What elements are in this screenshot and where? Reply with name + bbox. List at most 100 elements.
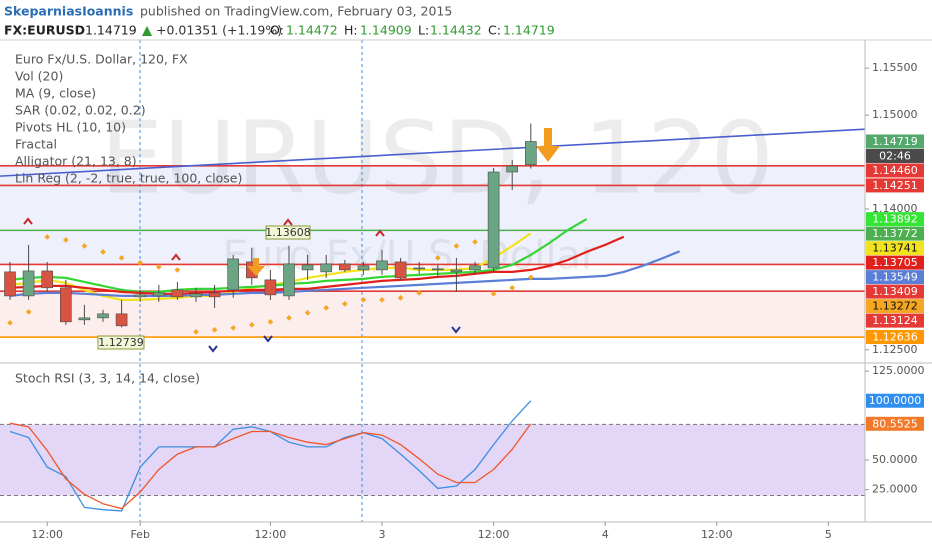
ohlc-value: 1.14472 (286, 23, 338, 38)
price-label-box (866, 178, 924, 193)
sar-dot (193, 329, 199, 335)
band (0, 424, 865, 496)
legend-title: Euro Fx/U.S. Dollar, 120, FX (15, 52, 188, 67)
sar-dot (397, 295, 404, 301)
x-tick-label: 12:00 (478, 528, 510, 541)
change: +0.01351 (+1.19%) (156, 23, 282, 38)
y-tick-label: 125.0000 (872, 364, 925, 377)
sar-dot (472, 239, 478, 245)
pane-title: Stoch RSI (3, 3, 14, 14, close) (15, 371, 200, 386)
price-label: 100.0000 (869, 394, 922, 407)
ohlc-label: L: (418, 23, 429, 38)
price-label: 1.14251 (872, 179, 918, 192)
x-tick-label: 5 (825, 528, 832, 541)
annotation: 1.13608 (265, 226, 311, 239)
author[interactable]: SkeparniasIoannis (4, 4, 133, 19)
price-label-box (866, 226, 924, 241)
ohlc-value: 1.14719 (503, 23, 555, 38)
candle-body (283, 263, 295, 297)
price-label: 1.14460 (872, 164, 918, 177)
price-label-box (866, 270, 924, 285)
sar-dot (62, 237, 69, 243)
sar-dot (416, 290, 423, 296)
price-label: 1.13892 (872, 213, 918, 226)
price-label: 1.13272 (872, 300, 918, 313)
candle-body (134, 294, 146, 298)
price-label-box (866, 393, 924, 408)
backgrounds (0, 165, 865, 496)
sar-dot (323, 305, 330, 311)
price-label: 80.5525 (872, 417, 918, 430)
y-tick-label: 25.0000 (872, 483, 918, 496)
price-label: 1.13705 (872, 256, 918, 269)
stoch-line (9, 422, 532, 510)
fractal-up (283, 218, 293, 226)
candle-body (394, 261, 407, 279)
price-label: 1.13549 (872, 271, 918, 284)
price-label: 1.13409 (872, 285, 918, 298)
y-tick-label: 1.15500 (872, 61, 918, 74)
price-label-box (866, 416, 924, 431)
fractal-down (208, 345, 218, 353)
zone (0, 165, 865, 265)
watermark-sub: Euro Fx/U.S. Dollar (223, 233, 598, 279)
candle-body (450, 269, 463, 273)
candle-body (487, 171, 500, 269)
ohlc-label: O: (270, 23, 284, 38)
sar-dot (341, 301, 348, 307)
sar-dot (304, 309, 311, 316)
x-tick-label: 4 (602, 528, 609, 541)
candle-body (227, 258, 239, 291)
candle-body (469, 265, 481, 271)
sar-dot (267, 318, 274, 325)
price-label-box (866, 163, 924, 178)
up-triangle (142, 26, 152, 36)
lin-reg (0, 128, 866, 177)
candle-body (357, 265, 370, 271)
candle-body (524, 141, 537, 165)
x-tick-label: 3 (379, 528, 386, 541)
candle-body (506, 165, 519, 173)
candle-body (208, 292, 221, 298)
candle-body (264, 279, 277, 296)
sar-dot (25, 309, 32, 315)
candle-body (97, 313, 109, 319)
ohlc-label: H: (344, 23, 358, 38)
countdown-box (866, 148, 924, 163)
sar-dot (286, 315, 292, 321)
price-label: 1.13772 (872, 227, 918, 240)
price-label: 1.14719 (872, 135, 918, 148)
candle-body (22, 270, 35, 297)
signal-arrow (247, 258, 265, 276)
sar-dot (434, 255, 441, 261)
candle-body (115, 313, 128, 327)
price-label-box (866, 241, 924, 256)
last-price: 1.14719 (85, 23, 137, 38)
y-tick-label: 1.12500 (872, 343, 918, 356)
candle-body (59, 287, 72, 323)
sar-dot (211, 326, 218, 333)
candle-body (376, 260, 388, 271)
legend-entry: Lin Reg (2, -2, true, true, 100, close) (15, 171, 242, 186)
legend-entry: Vol (20) (15, 69, 63, 84)
x-tick-label: 12:00 (255, 528, 287, 541)
candle-body (301, 264, 314, 271)
signal-arrow (536, 128, 560, 162)
candle-body (431, 268, 444, 271)
price-label: 1.13124 (872, 314, 918, 327)
plot (0, 123, 866, 512)
sar-dot (230, 325, 237, 331)
candle-body (413, 267, 426, 270)
fractal-down (451, 326, 461, 334)
fractal-down (263, 335, 273, 343)
fractal-up (375, 229, 385, 237)
sar-dot (509, 285, 516, 291)
legend: Vol (20) MA (9, close) SAR (0.02, 0.02, 0.… (15, 69, 242, 186)
zone (0, 291, 865, 338)
annotation: 1.12739 (98, 336, 144, 349)
fractal-up (23, 217, 33, 225)
sar-dot (248, 321, 255, 328)
candle-body (190, 293, 202, 298)
